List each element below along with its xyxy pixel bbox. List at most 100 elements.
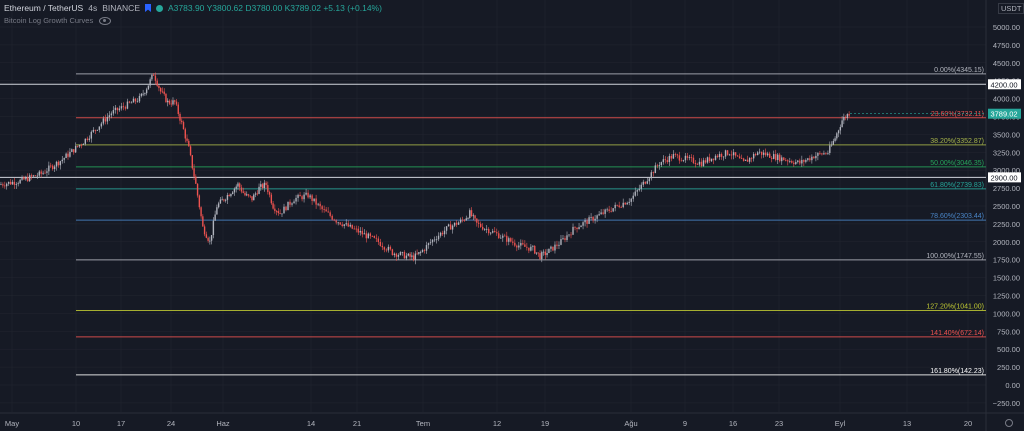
candle-body [817,153,819,156]
candle-body [688,157,691,159]
fib-level-label: 78.60%(2303.44) [930,213,984,220]
candle-body [254,193,257,195]
candle-body [175,101,178,105]
candle-body [40,171,42,174]
price-axis-label: 2000.00 [993,238,1020,247]
candle-body [744,159,747,161]
indicator-name[interactable]: Bitcoin Log Growth Curves [4,16,94,25]
candle-body [19,179,21,184]
candle-body [92,129,95,132]
price-axis-label: 4000.00 [993,95,1020,104]
candle-body [174,100,176,102]
candle-body [387,246,390,251]
candle-body [30,175,33,177]
symbol-name[interactable]: Ethereum / TetherUS [4,3,84,13]
candle-body [815,155,817,159]
candle-body [836,133,838,139]
candle-body [379,241,382,246]
candle-body [455,222,458,225]
candle-body [425,245,428,251]
candle-body [604,209,606,214]
candle-body [279,213,281,214]
candle-body [44,172,46,174]
candle-body [606,209,608,211]
candle-body [343,224,345,226]
candle-body [576,227,578,229]
candle-body [144,93,146,95]
candle-body [771,157,773,159]
candle-body [620,207,622,208]
candle-body [700,161,703,167]
candle-body [724,150,727,157]
candle-body [67,153,69,157]
candle-body [195,176,197,184]
horizontal-line-label: 2900.00 [990,173,1017,182]
candle-body [329,212,331,216]
candle-body [351,224,353,229]
candle-body [172,100,174,105]
candle-body [795,161,797,164]
candle-body [258,186,260,194]
time-axis-label: 19 [541,419,549,428]
candle-body [299,194,301,197]
eye-icon[interactable] [99,16,112,25]
candle-body [769,153,771,158]
candle-body [542,251,545,253]
candle-body [120,106,123,109]
candle-body [102,118,105,124]
candle-body [369,233,372,236]
candle-body [662,159,665,163]
currency-label[interactable]: USDT [998,3,1024,14]
candle-body [516,245,518,248]
candle-body [138,95,141,102]
candle-body [756,152,759,156]
candle-body [381,245,384,248]
candle-body [315,198,317,205]
candle-body [654,165,657,174]
candle-body [510,238,512,242]
candle-body [598,214,600,216]
candle-body [96,129,99,131]
candle-body [82,143,85,145]
candle-body [289,201,291,205]
candle-body [666,160,669,163]
candle-body [678,155,681,161]
candle-body [281,213,283,215]
candle-body [223,199,225,201]
candle-body [618,205,620,208]
candle-body [846,114,849,118]
candle-body [32,175,35,177]
fib-level-label: 161.80%(142.23) [930,368,984,375]
candle-body [676,154,679,156]
candle-body [219,199,222,204]
price-axis-label: 2500.00 [993,202,1020,211]
candle-body [198,195,201,208]
candle-body [86,138,89,140]
candle-body [15,184,17,185]
candle-body [427,243,430,246]
candle-body [333,219,335,221]
candle-body [712,158,715,160]
candle-body [317,203,319,205]
gear-icon[interactable] [1005,419,1013,427]
candle-body [98,126,101,130]
fib-level-label: 23.60%(3732.11) [931,111,984,118]
candle-body [7,181,10,184]
candle-body [383,247,386,250]
interval-label[interactable]: 4s [88,3,98,13]
candle-body [110,113,113,116]
candle-body [801,159,803,164]
candle-body [363,233,365,235]
price-axis-label: 4750.00 [993,41,1020,50]
flag-icon[interactable] [145,4,151,12]
candle-body [791,161,793,163]
candle-body [267,185,269,193]
candle-body [182,122,185,130]
candle-body [409,253,411,257]
candle-body [785,160,787,161]
candle-body [260,184,262,187]
candle-body [305,192,307,195]
price-axis-label: 0.00 [1005,381,1020,390]
price-axis-label: 2750.00 [993,184,1020,193]
